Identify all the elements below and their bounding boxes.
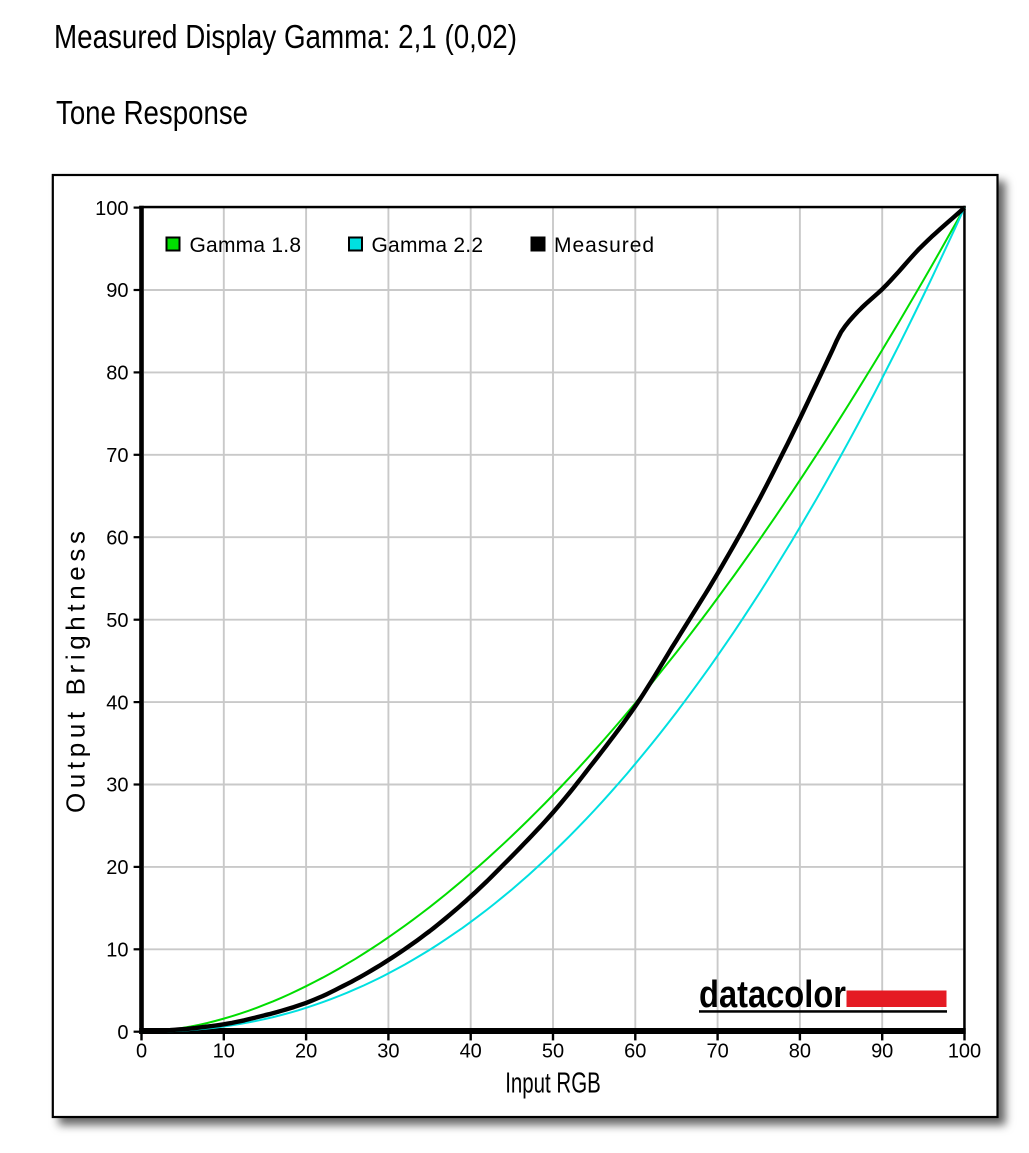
svg-text:20: 20 [295,1041,317,1063]
svg-text:70: 70 [106,445,128,467]
svg-text:100: 100 [948,1041,981,1063]
svg-text:Tone Response: Tone Response [56,94,248,131]
svg-text:60: 60 [624,1041,646,1063]
svg-text:Measured Display Gamma: 2,1 (0: Measured Display Gamma: 2,1 (0,02) [54,18,517,55]
svg-text:Input RGB: Input RGB [505,1068,601,1100]
svg-text:90: 90 [871,1041,893,1063]
svg-text:10: 10 [106,940,128,962]
svg-text:70: 70 [706,1041,728,1063]
svg-text:40: 40 [460,1041,482,1063]
svg-text:10: 10 [213,1041,235,1063]
svg-text:20: 20 [106,857,128,879]
svg-text:Output Brightness: Output Brightness [61,531,91,813]
svg-text:50: 50 [542,1041,564,1063]
svg-text:80: 80 [106,363,128,385]
svg-text:50: 50 [106,610,128,632]
svg-text:Gamma 1.8: Gamma 1.8 [190,234,302,257]
svg-text:Measured: Measured [554,234,654,257]
svg-text:90: 90 [106,280,128,302]
svg-text:30: 30 [377,1041,399,1063]
svg-text:40: 40 [106,692,128,714]
svg-text:datacolor: datacolor [699,974,846,1016]
svg-text:0: 0 [117,1022,128,1044]
svg-text:100: 100 [95,198,128,220]
svg-text:60: 60 [106,527,128,549]
svg-text:Gamma 2.2: Gamma 2.2 [372,234,484,257]
svg-text:30: 30 [106,775,128,797]
svg-text:0: 0 [136,1041,147,1063]
svg-text:80: 80 [789,1041,811,1063]
